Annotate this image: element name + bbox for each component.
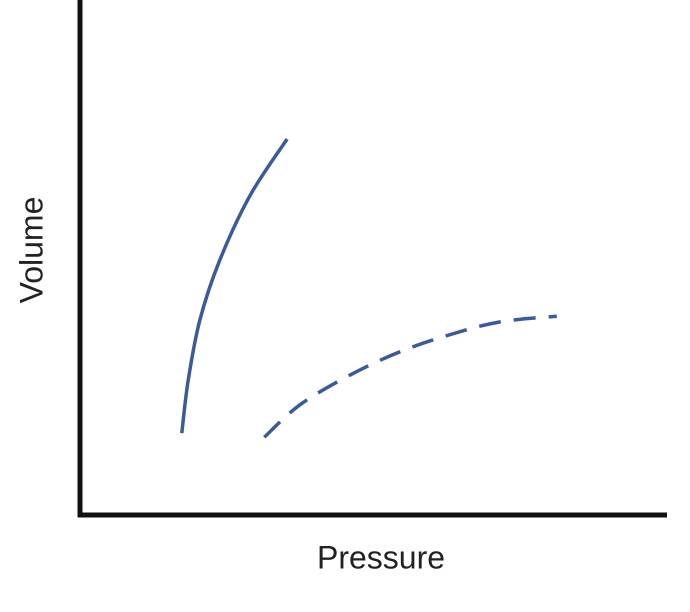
line [180,138,289,434]
line [263,314,557,439]
y-axis-label: Volume [13,197,49,304]
x-axis-label: Pressure [317,539,445,575]
